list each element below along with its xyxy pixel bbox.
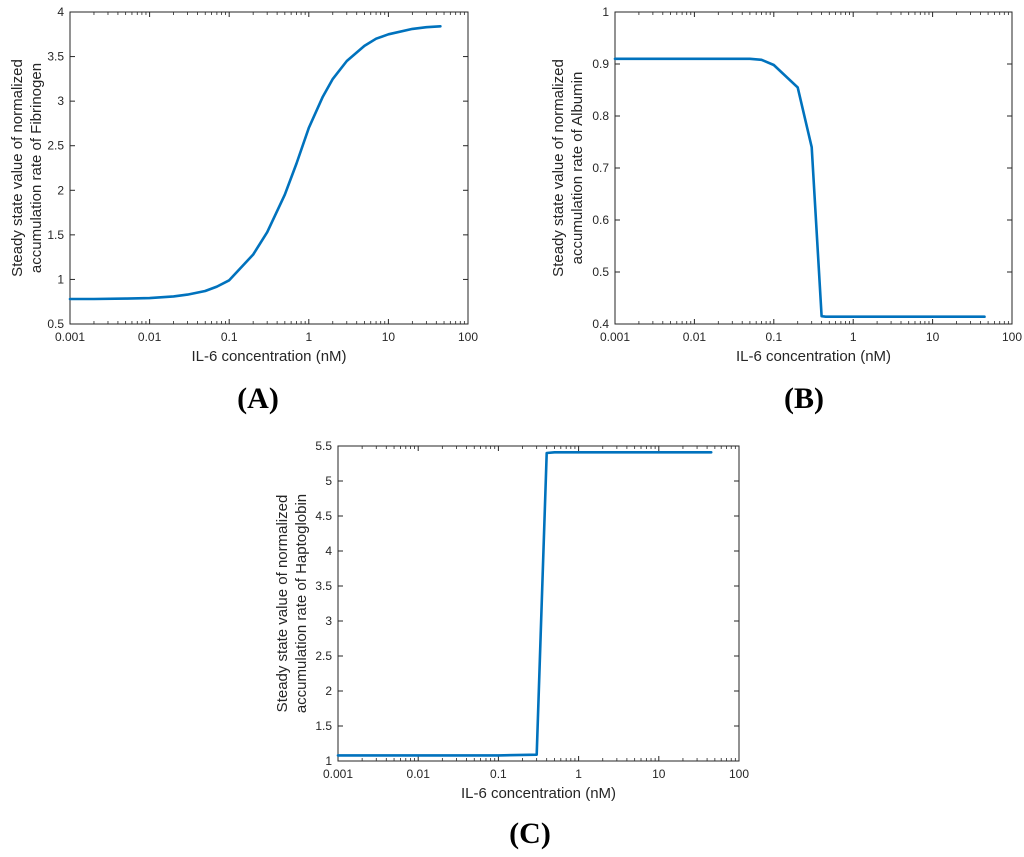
panel-a-y-tick-label: 0.5 bbox=[47, 317, 64, 331]
panel-b-y-tick-label: 0.4 bbox=[592, 317, 609, 331]
panel-b-y-tick-label: 0.5 bbox=[592, 265, 609, 279]
panel-a-plot-frame bbox=[69, 11, 469, 325]
panel-c-y-tick-label: 4 bbox=[325, 544, 332, 558]
panel-c-y-tick-label: 5 bbox=[325, 474, 332, 488]
panel-c: 0.001 0.01 0.1 1 10 100 1 1.5 2 2.5 3 3.5 4 4.5 5 5.5 IL… bbox=[274, 439, 749, 850]
panel-c-label: (C) bbox=[509, 817, 551, 850]
panel-c-y-tick-label: 2.5 bbox=[315, 649, 332, 663]
panel-b-x-axis-label: IL-6 concentration (nM) bbox=[736, 348, 891, 365]
panel-a-x-tick-label: 0.01 bbox=[138, 330, 162, 344]
panel-b-y-tick-label: 1 bbox=[602, 5, 609, 19]
panel-a-x-axis-label: IL-6 concentration (nM) bbox=[191, 348, 346, 365]
panel-b-x-tick-label: 10 bbox=[926, 330, 940, 344]
panel-b-y-tick-label: 0.8 bbox=[592, 109, 609, 123]
panel-c-x-tick-label: 1 bbox=[575, 767, 582, 781]
panel-c-y-tick-label: 3.5 bbox=[315, 579, 332, 593]
panel-a-y-tick-label: 3.5 bbox=[47, 50, 64, 64]
panel-b-label: (B) bbox=[784, 382, 824, 415]
panel-c-x-tick-label: 0.1 bbox=[490, 767, 507, 781]
panel-b-y-axis-label-line-2: accumulation rate of Albumin bbox=[569, 72, 586, 265]
panel-c-y-tick-label: 5.5 bbox=[315, 439, 332, 453]
panel-a-x-tick-label: 1 bbox=[305, 330, 312, 344]
panel-a-y-tick-label: 2 bbox=[57, 183, 64, 197]
panel-b-y-tick-label: 0.9 bbox=[592, 57, 609, 71]
panel-a-y-tick-label: 4 bbox=[57, 5, 64, 19]
panel-b-x-tick-label: 0.1 bbox=[765, 330, 782, 344]
panel-a-y-axis-label-line-1: Steady state value of normalized bbox=[9, 59, 26, 277]
panel-b-y-tick-label: 0.7 bbox=[592, 161, 609, 175]
panel-c-plot-frame bbox=[337, 445, 740, 762]
panel-a-x-tick-label: 100 bbox=[458, 330, 478, 344]
panel-b-series-line bbox=[613, 57, 986, 319]
panel-c-y-tick-label: 1 bbox=[325, 754, 332, 768]
panel-b: 0.001 0.01 0.1 1 10 100 0.4 0.5 0.6 0.7 0.8 0.9 1 IL-… bbox=[550, 5, 1022, 415]
panel-c-series-line bbox=[336, 450, 713, 757]
panel-c-x-axis-label: IL-6 concentration (nM) bbox=[461, 785, 616, 802]
panel-b-x-tick-label: 1 bbox=[850, 330, 857, 344]
panel-b-x-tick-label: 0.01 bbox=[683, 330, 707, 344]
panel-a-y-tick-label: 1.5 bbox=[47, 228, 64, 242]
panel-c-y-axis-label-line-2: accumulation rate of Haptoglobin bbox=[293, 494, 310, 713]
panel-b-y-axis-label-line-1: Steady state value of normalized bbox=[550, 59, 567, 277]
panel-a-y-tick-label: 2.5 bbox=[47, 139, 64, 153]
panel-a-x-tick-label: 0.001 bbox=[55, 330, 85, 344]
panel-b-y-tick-label: 0.6 bbox=[592, 213, 609, 227]
panel-c-x-tick-label: 0.001 bbox=[323, 767, 353, 781]
panel-a-x-tick-label: 0.1 bbox=[221, 330, 238, 344]
panel-c-y-axis-label-line-1: Steady state value of normalized bbox=[274, 495, 291, 713]
panel-c-y-tick-label: 2 bbox=[325, 684, 332, 698]
panel-a: 0.001 0.01 0.1 1 10 100 0.5 1 1.5 2 2.5 3 3.5 4 IL-6 c… bbox=[9, 5, 478, 415]
panel-a-y-tick-label: 1 bbox=[57, 272, 64, 286]
panel-c-y-tick-label: 4.5 bbox=[315, 509, 332, 523]
panel-c-y-tick-label: 3 bbox=[325, 614, 332, 628]
panel-b-x-tick-label: 0.001 bbox=[600, 330, 630, 344]
panel-c-x-tick-label: 10 bbox=[652, 767, 666, 781]
panel-a-x-tick-label: 10 bbox=[382, 330, 396, 344]
panel-c-x-tick-label: 0.01 bbox=[407, 767, 431, 781]
panel-c-y-tick-label: 1.5 bbox=[315, 719, 332, 733]
panel-a-label: (A) bbox=[237, 382, 279, 415]
panel-a-y-axis-label-line-2: accumulation rate of Fibrinogen bbox=[28, 63, 45, 273]
panel-a-y-tick-label: 3 bbox=[57, 94, 64, 108]
panel-b-x-tick-label: 100 bbox=[1002, 330, 1022, 344]
panel-c-x-tick-label: 100 bbox=[729, 767, 749, 781]
panel-a-series-line bbox=[68, 24, 442, 301]
